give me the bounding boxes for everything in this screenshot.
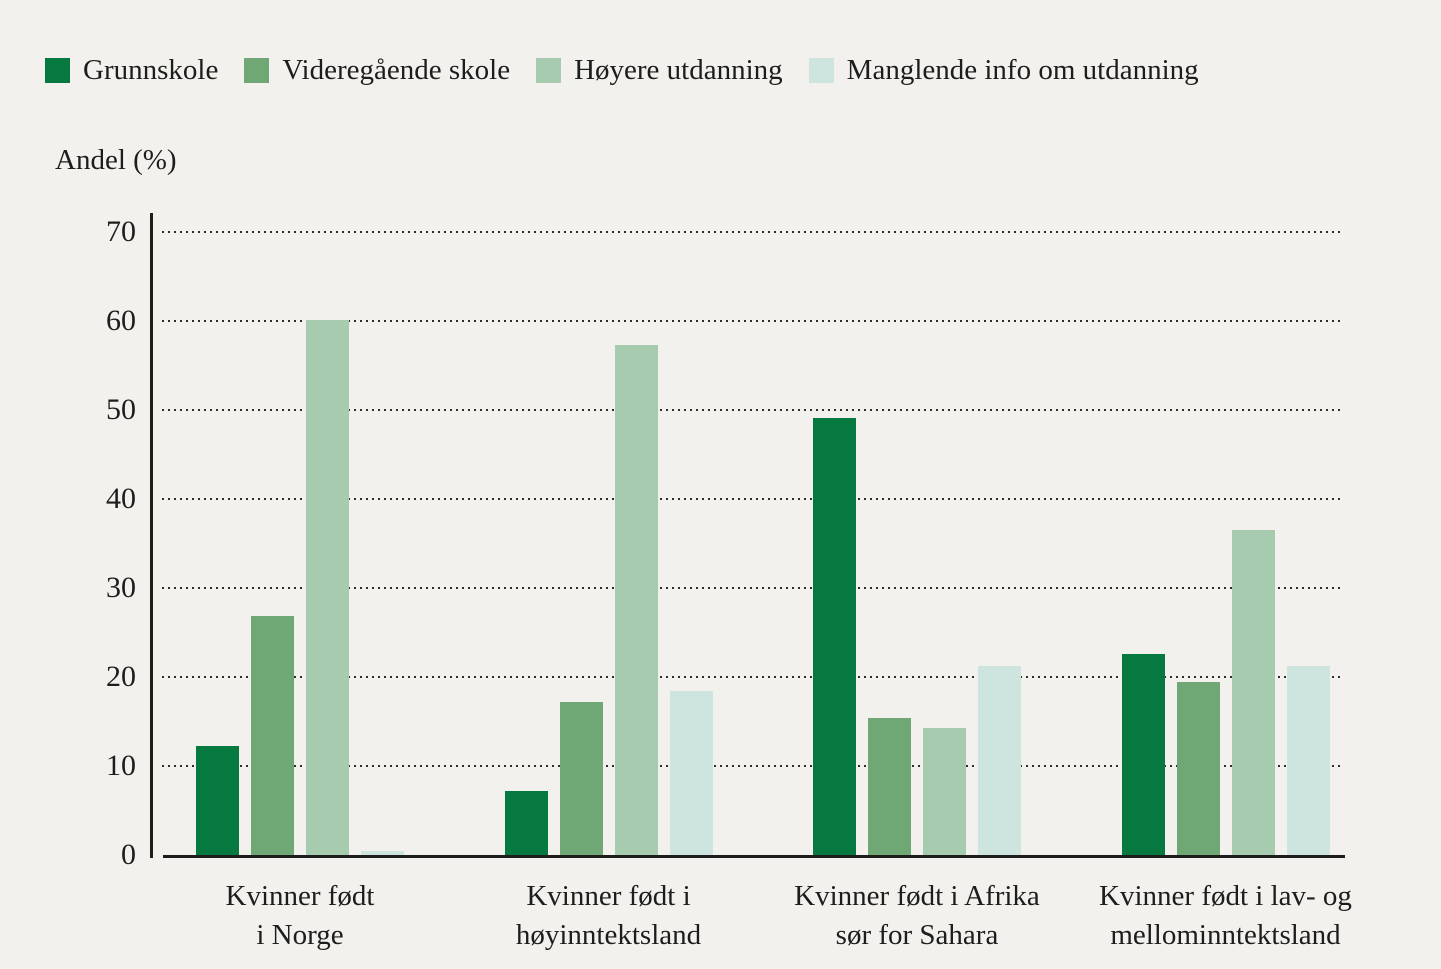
bar-group1-manglende-info-om-utdanning bbox=[361, 851, 404, 855]
x-axis-label-line: mellominntektsland bbox=[1110, 919, 1341, 951]
y-tick-label-70: 70 bbox=[106, 215, 136, 248]
bar-group2-manglende-info-om-utdanning bbox=[669, 691, 713, 855]
legend-label-grunnskole: Grunnskole bbox=[83, 54, 219, 86]
y-tick-label-30: 30 bbox=[106, 571, 136, 604]
x-axis-label-line: i Norge bbox=[256, 919, 344, 951]
bar-group3-grunnskole bbox=[813, 418, 856, 855]
legend-swatch-videregående-skole-icon bbox=[244, 58, 270, 83]
bar-group1-videregående-skole bbox=[251, 616, 294, 855]
legend-label-manglende-info-om-utdanning: Manglende info om utdanning bbox=[846, 54, 1199, 86]
x-axis-label-1: Kvinner født i Norge bbox=[140, 877, 460, 955]
gridline-50 bbox=[162, 409, 1343, 411]
gridline-10 bbox=[162, 765, 1343, 767]
legend-item-høyere-utdanning: Høyere utdanning bbox=[536, 54, 783, 87]
bar-group3-manglende-info-om-utdanning bbox=[978, 666, 1021, 855]
legend-label-høyere-utdanning: Høyere utdanning bbox=[574, 54, 783, 86]
gridline-70 bbox=[162, 231, 1343, 233]
bar-group4-manglende-info-om-utdanning bbox=[1286, 666, 1330, 855]
bar-group2-videregående-skole bbox=[559, 702, 603, 855]
x-axis-line bbox=[163, 855, 1345, 858]
legend-item-videregående-skole: Videregående skole bbox=[244, 54, 510, 87]
gridline-20 bbox=[162, 676, 1343, 678]
legend-swatch-høyere-utdanning-icon bbox=[536, 58, 562, 83]
legend-label-videregående-skole: Videregående skole bbox=[282, 54, 511, 86]
bar-group4-videregående-skole bbox=[1176, 682, 1220, 855]
x-axis-label-2: Kvinner født i høyinntektsland bbox=[449, 877, 769, 955]
bar-group3-videregående-skole bbox=[868, 718, 911, 855]
x-axis-label-4: Kvinner født i lav- og mellominntektsland bbox=[1066, 877, 1386, 955]
x-axis-label-line: Kvinner født i bbox=[526, 880, 691, 912]
legend-swatch-manglende-info-om-utdanning-icon bbox=[808, 58, 834, 83]
x-axis-label-line: høyinntektsland bbox=[515, 919, 702, 951]
x-axis-label-line: sør for Sahara bbox=[835, 919, 999, 951]
bar-group1-grunnskole bbox=[196, 746, 239, 855]
bar-group4-grunnskole bbox=[1121, 654, 1165, 855]
x-axis-label-3: Kvinner født i Afrika sør for Sahara bbox=[757, 877, 1077, 955]
bar-group1-høyere-utdanning bbox=[306, 320, 349, 855]
y-axis-title: Andel (%) bbox=[55, 144, 177, 176]
gridline-40 bbox=[162, 498, 1343, 500]
bar-group2-høyere-utdanning bbox=[614, 345, 658, 855]
y-tick-label-50: 50 bbox=[106, 393, 136, 426]
x-axis-label-line: Kvinner født bbox=[225, 880, 375, 912]
bar-group3-høyere-utdanning bbox=[923, 728, 966, 855]
legend-item-grunnskole: Grunnskole bbox=[45, 54, 218, 87]
legend: Grunnskole Videregående skole Høyere utdan… bbox=[45, 54, 1199, 87]
bar-group4-høyere-utdanning bbox=[1231, 530, 1275, 855]
y-tick-label-40: 40 bbox=[106, 482, 136, 515]
y-tick-label-20: 20 bbox=[106, 660, 136, 693]
legend-swatch-grunnskole-icon bbox=[45, 58, 70, 83]
legend-item-manglende-info-om-utdanning: Manglende info om utdanning bbox=[808, 54, 1199, 87]
x-axis-label-line: Kvinner født i lav- og bbox=[1099, 880, 1352, 912]
y-axis-line bbox=[150, 213, 153, 858]
gridline-30 bbox=[162, 587, 1343, 589]
y-tick-label-10: 10 bbox=[106, 749, 136, 782]
x-axis-label-line: Kvinner født i Afrika bbox=[794, 880, 1040, 912]
gridline-60 bbox=[162, 320, 1343, 322]
bar-group2-grunnskole bbox=[504, 791, 548, 855]
y-tick-label-0: 0 bbox=[121, 838, 136, 871]
y-tick-label-60: 60 bbox=[106, 304, 136, 337]
